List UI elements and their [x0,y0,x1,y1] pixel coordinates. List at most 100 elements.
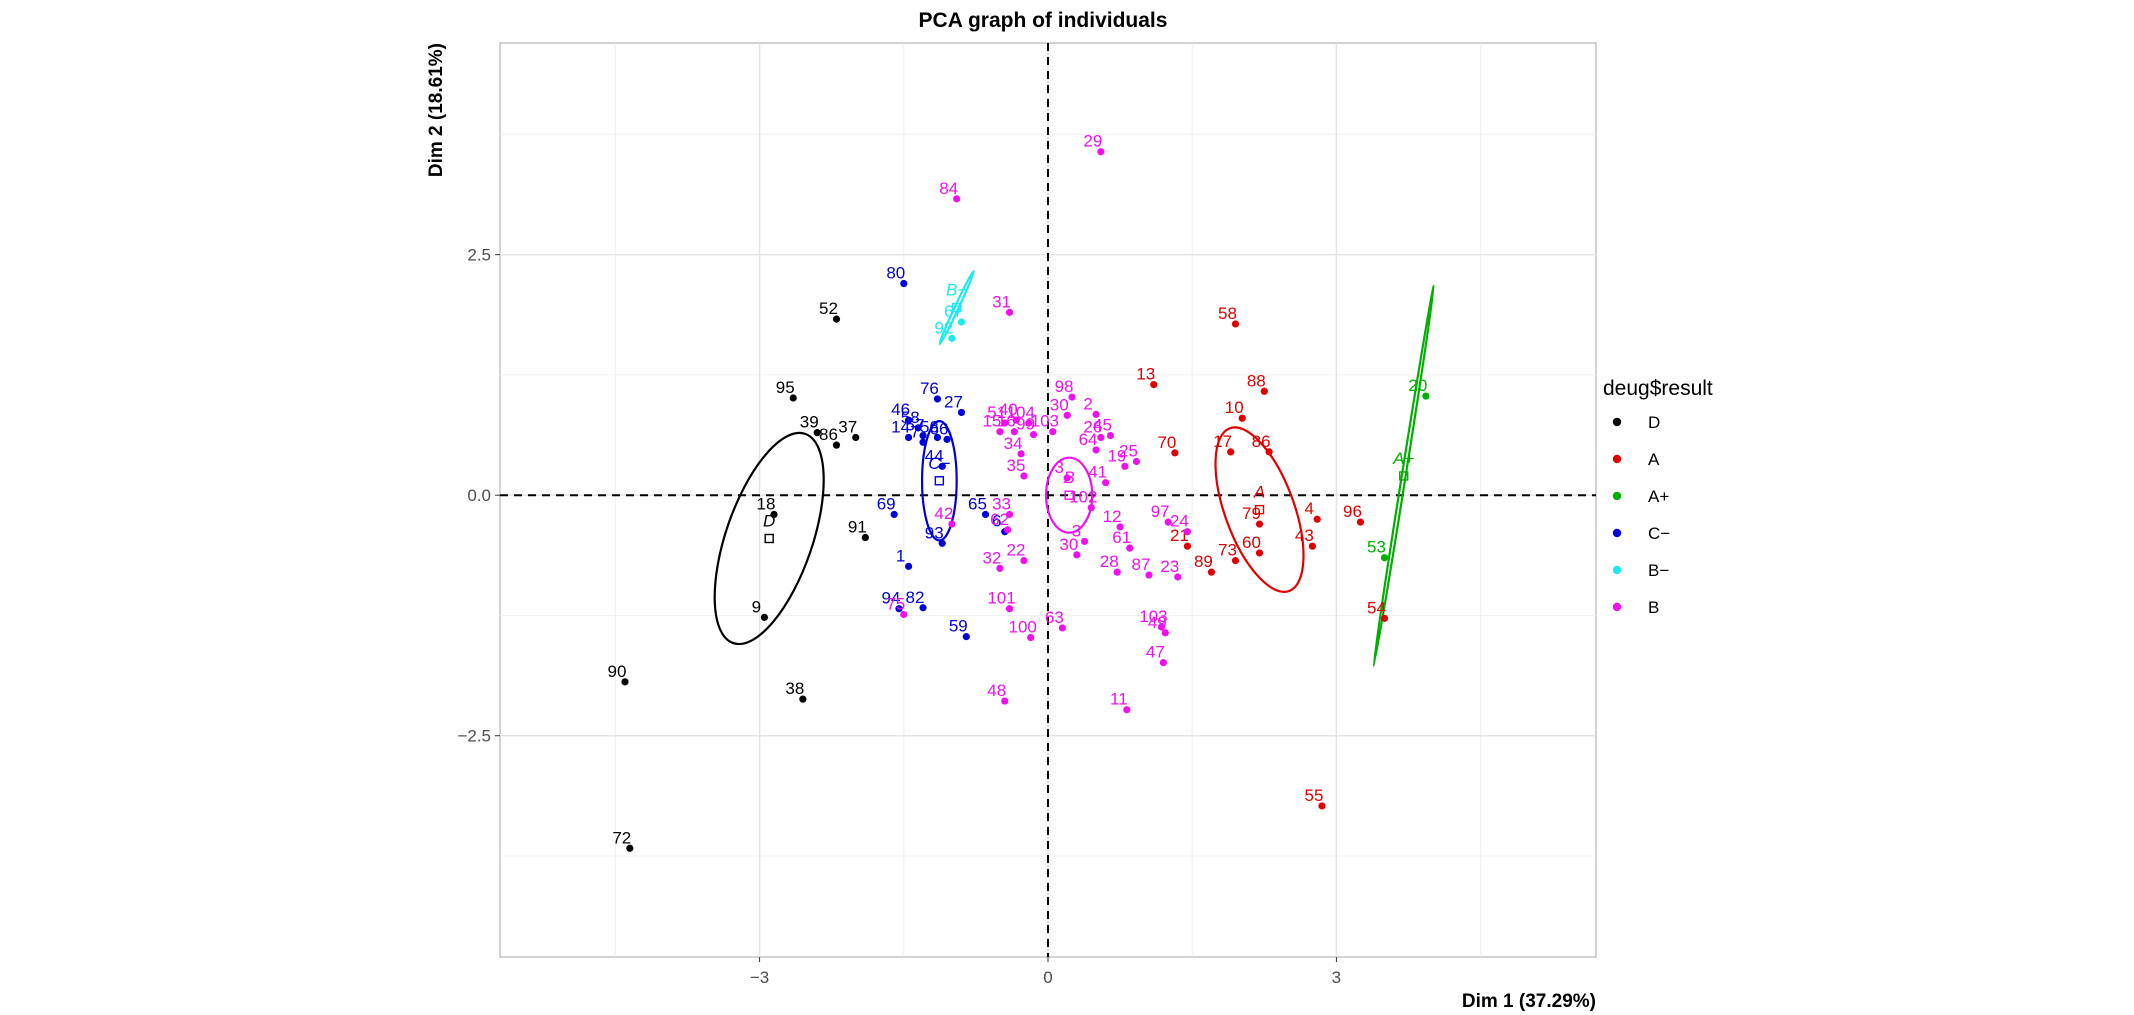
point-D-90 [621,678,629,686]
point-label: 7 [910,422,919,441]
point-label: 14 [891,417,910,436]
point-label: 44 [925,446,944,465]
point-label: 102 [1069,488,1097,507]
point-label: 54 [1367,598,1386,617]
point-label: 6 [992,512,1001,531]
point-C−-80 [900,279,908,288]
point-label: 57 [906,416,925,435]
point-label: 92 [934,318,953,337]
ellipse-A [1214,426,1305,593]
point-label: 18 [757,494,776,513]
point-B-51 [1001,419,1009,427]
point-label: 31 [992,292,1011,311]
point-label: 65 [968,494,987,513]
point-label: 53 [1367,538,1386,557]
point-label: 19 [1107,446,1126,465]
centroid-label: B− [946,281,967,300]
point-D-72 [626,844,634,852]
point-label: 79 [1242,504,1261,523]
legend-entry-label: A+ [1648,487,1669,506]
chart-title: PCA graph of individuals [919,9,1168,32]
point-B-2 [1092,410,1100,418]
point-A-86 [1265,448,1273,456]
point-B-30 [1063,411,1071,419]
point-label: 82 [906,588,925,607]
ellipse-C− [920,420,958,542]
point-B-34 [1017,450,1025,458]
legend-entry-label: C− [1648,524,1670,543]
point-B-35 [1020,472,1028,480]
point-B-31 [1005,308,1014,316]
point-label: 33 [992,494,1011,513]
point-C−-65 [981,510,990,519]
x-tick-label: 0 [1043,968,1052,987]
point-A-43 [1308,542,1316,550]
point-A+-53 [1380,554,1389,562]
ellipse-B− [938,269,975,346]
point-C−-94 [895,605,903,613]
point-B-25 [1132,457,1141,466]
point-A-54 [1380,614,1389,622]
point-B-30 [1073,551,1081,559]
reference-lines [500,43,1596,957]
point-C−-1 [904,562,913,570]
point-label: 91 [848,518,867,537]
point-label: 23 [1160,557,1179,576]
point-B-64 [1092,446,1100,454]
legend-key [1612,491,1622,501]
centroid-marker [934,476,945,486]
y-tick-label: 0.0 [467,486,491,505]
point-label: 55 [1305,786,1324,805]
point-label: 10 [1225,398,1244,417]
legend-key [1612,528,1622,538]
point-label: 3 [1072,521,1081,540]
point-B-3 [1080,537,1089,545]
point-label: 46 [891,400,910,419]
centroid-marker [1254,504,1265,515]
point-label: 43 [1295,526,1314,545]
point-B-24 [1183,528,1192,536]
point-B-47 [1159,658,1167,667]
point-C−-82 [919,604,927,612]
y-tick-label: −2.5 [457,727,491,746]
legend-key [1612,602,1622,612]
point-label: 70 [1157,433,1176,452]
point-label: 37 [838,417,857,436]
point-label: 98 [1055,377,1074,396]
point-label: 11 [1110,690,1128,709]
legend-entry-label: D [1648,413,1660,432]
point-label: 62 [990,510,1009,529]
point-label: 103 [1139,607,1167,626]
point-B-103 [1049,428,1057,436]
point-C−-66 [943,435,951,443]
point-B-103 [1157,623,1166,631]
point-label: 61 [1112,528,1131,547]
point-A-58 [1231,320,1240,328]
point-D-9 [760,613,768,621]
point-A-55 [1318,802,1326,810]
point-C−-44 [938,462,946,470]
point-label: 86 [819,425,838,444]
point-label: 39 [800,413,819,432]
legend-key [1612,454,1622,464]
point-label: 96 [1343,502,1362,521]
point-B−-92 [948,334,956,342]
point-B-63 [1058,624,1067,632]
centroid-label: A [1253,483,1265,502]
point-A-17 [1227,448,1235,456]
point-C−-59 [962,633,970,641]
point-B−-67 [957,318,966,326]
point-B-19 [1121,462,1129,470]
point-label: 89 [1194,552,1213,571]
point-A-21 [1183,542,1192,550]
y-tick-label: 2.5 [467,246,491,265]
point-A-88 [1260,387,1268,395]
ellipse-B [1044,456,1094,534]
point-B-87 [1145,571,1153,579]
point-label: 24 [1170,512,1189,531]
group-centroids: D A A+ C− B− B [763,281,1414,544]
point-label: 58 [1218,304,1237,323]
point-B-26 [1097,433,1105,442]
point-label: 34 [1004,434,1023,453]
point-B-15 [996,428,1004,436]
